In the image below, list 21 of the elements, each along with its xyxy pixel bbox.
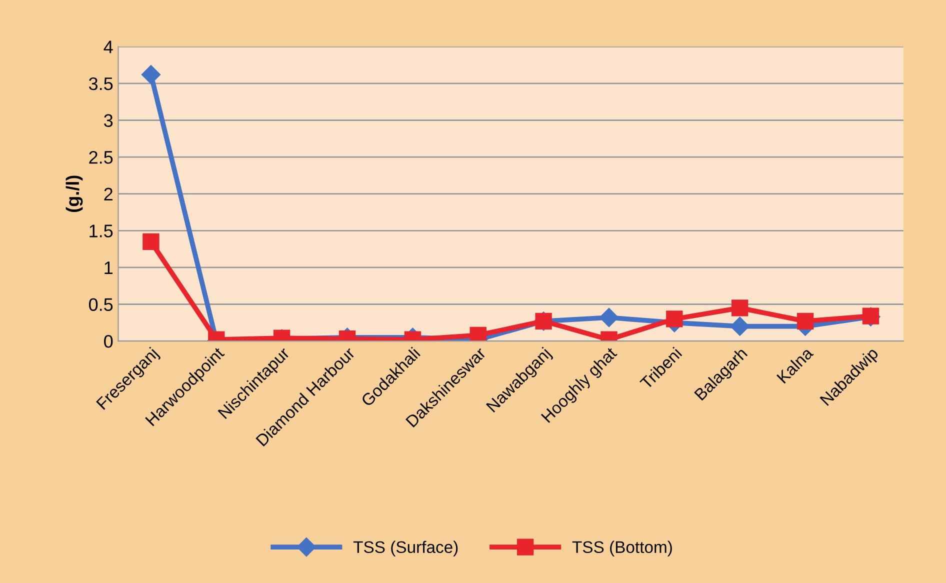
- legend-label: TSS (Bottom): [572, 540, 672, 556]
- y-tick-label: 1: [104, 262, 113, 274]
- y-tick-label: 1.5: [90, 224, 113, 238]
- point: [666, 310, 683, 328]
- y-axis-title: (g./l): [66, 176, 83, 212]
- y-tick-label: 3: [104, 114, 113, 127]
- point: [599, 308, 619, 328]
- y-tick-label: 4: [104, 40, 113, 54]
- point: [142, 233, 160, 250]
- y-tick-label: 0: [104, 334, 113, 348]
- point: [730, 316, 750, 336]
- point: [732, 300, 748, 316]
- y-tick-label: 2: [104, 188, 112, 200]
- y-tick-label: 3.5: [88, 77, 113, 90]
- point: [141, 65, 160, 84]
- y-tick-label: 0.5: [88, 298, 113, 311]
- point: [470, 326, 486, 342]
- point: [796, 312, 814, 330]
- point: [862, 308, 880, 324]
- legend-label: TSS (Surface): [353, 540, 458, 556]
- y-tick-label: 2.5: [89, 150, 113, 164]
